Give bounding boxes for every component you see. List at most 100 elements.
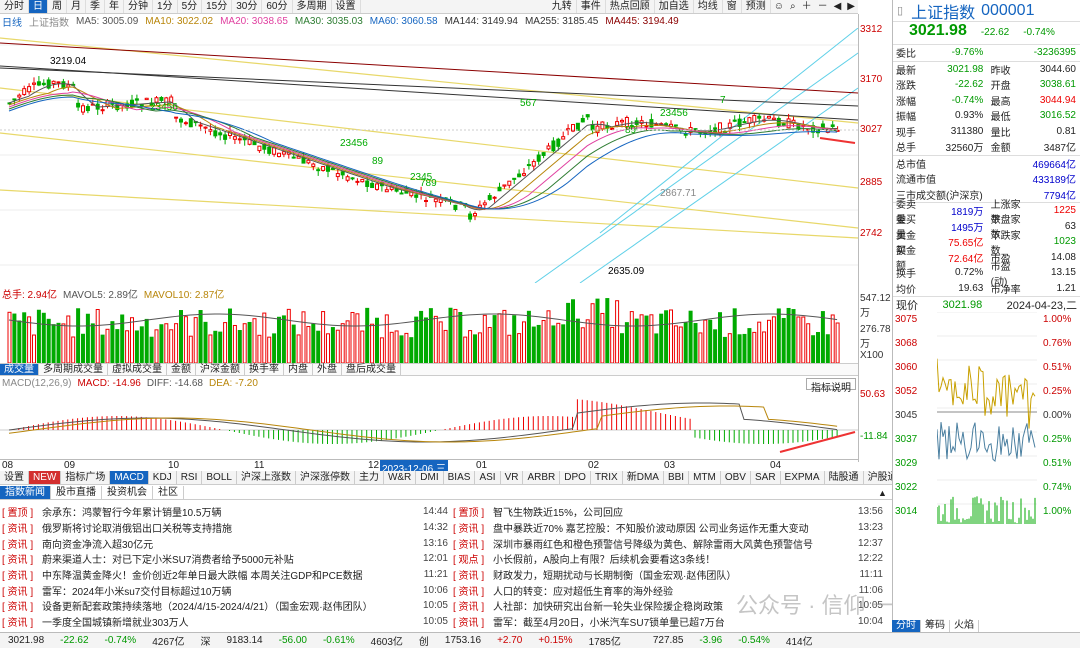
indicator-tab[interactable]: W&R (384, 471, 417, 484)
indicator-tab[interactable]: 新DMA (623, 471, 664, 484)
news-title[interactable]: 雷军：2024年小米su7交付目标超过10万辆 (42, 586, 232, 598)
period-tab[interactable]: 周 (48, 0, 67, 13)
macd-svg[interactable] (0, 390, 858, 459)
news-item[interactable]: [ 资讯 ] 蔚来渠道人士：对已下定小米SU7消费者给予5000元补贴 12:01 (2, 551, 448, 567)
news-tab[interactable]: 指数新闻 (0, 486, 51, 499)
indicator-tab[interactable]: BBI (664, 471, 690, 484)
news-item[interactable]: [ 资讯 ] 设备更新配套政策持续落地（2024/4/15-2024/4/21）（… (2, 598, 448, 614)
indicator-tab[interactable]: DMI (416, 471, 444, 484)
news-title[interactable]: 南向资金净流入超30亿元 (42, 539, 154, 551)
volume-tab[interactable]: 换手率 (245, 364, 284, 375)
toolbar-action-button[interactable]: 热点回顾 (606, 0, 655, 13)
intraday-svg[interactable] (937, 312, 1037, 524)
news-title[interactable]: 人社部：加快研究出台新一轮失业保险援企稳岗政策 (493, 602, 723, 614)
news-title[interactable]: 俄罗斯将讨论取消俄铝出口关税等支持措施 (42, 524, 232, 536)
period-tab[interactable]: 30分 (232, 0, 263, 13)
indicator-tab[interactable]: 主力 (355, 471, 384, 484)
period-tab[interactable]: 月 (67, 0, 86, 13)
period-tab[interactable]: 年 (105, 0, 124, 13)
news-item[interactable]: [ 资讯 ] 雷军：截至4月20日，小米汽车SU7锁单量已超7万台 10:04 (453, 614, 883, 630)
indicator-tab[interactable]: 沪股通 (864, 471, 892, 484)
news-title[interactable]: 人口的转变：应对超低生育率的海外经验 (493, 586, 673, 598)
news-title[interactable]: 智飞生物跌近15%，公司回应 (493, 508, 624, 520)
volume-tab[interactable]: 盘后成交量 (342, 364, 401, 375)
news-item[interactable]: [ 资讯 ] 俄罗斯将讨论取消俄铝出口关税等支持措施 14:32 (2, 520, 448, 536)
indicator-tab[interactable]: 设置 (0, 471, 29, 484)
toolbar-action-button[interactable]: 均线 (694, 0, 723, 13)
indicator-tab[interactable]: NEW (29, 471, 62, 484)
indicator-tab[interactable]: SAR (751, 471, 781, 484)
toolbar-action-button[interactable]: 九转 (548, 0, 577, 13)
period-tab[interactable]: 15分 (202, 0, 233, 13)
news-tab[interactable]: 社区 (153, 486, 184, 499)
candlestick-chart[interactable]: 3219.04 2635.09 2867.71 23456 89 23456 789 2345… (0, 27, 859, 284)
news-item[interactable]: [ 资讯 ] 人口的转变：应对超低生育率的海外经验 11:06 (453, 582, 883, 598)
indicator-tab[interactable]: 沪深涨停数 (296, 471, 355, 484)
toolbar-action-button[interactable]: 预测 (742, 0, 771, 13)
news-tab[interactable]: 股市直播 (51, 486, 102, 499)
toolbar-action-button[interactable]: 事件 (577, 0, 606, 13)
volume-tab[interactable]: 多周期成交量 (39, 364, 108, 375)
indicator-tab[interactable]: 指标广场 (61, 471, 111, 484)
news-tab[interactable]: 投资机会 (102, 486, 153, 499)
volume-tab[interactable]: 虚拟成交量 (108, 364, 167, 375)
period-tab[interactable]: 季 (86, 0, 105, 13)
kline-svg[interactable]: 3219.042635.092867.712345689234567892345… (0, 27, 859, 284)
macd-chart[interactable] (0, 390, 858, 459)
indicator-tab[interactable]: BIAS (444, 471, 476, 484)
news-title[interactable]: 设备更新配套政策持续落地（2024/4/15-2024/4/21）（国金宏观·赵… (42, 602, 373, 614)
mini-chart-tab[interactable]: 火焰 (950, 620, 979, 632)
toolbar-action-button[interactable]: 加自选 (655, 0, 694, 13)
indicator-tab[interactable]: 沪深上涨数 (237, 471, 296, 484)
news-item[interactable]: [ 资讯 ] 深圳市暴雨红色和橙色预警信号降级为黄色、解除雷雨大风黄色预警信号 12… (453, 535, 883, 551)
news-title[interactable]: 余承东：鸿蒙智行今年累计销量10.5万辆 (42, 508, 222, 520)
back-icon[interactable]: ▯ (897, 5, 904, 17)
search-icon[interactable]: ⌕ (789, 1, 796, 12)
volume-tab[interactable]: 沪深金额 (196, 364, 245, 375)
news-item[interactable]: [ 资讯 ] 财政发力，短期扰动与长期制衡（国金宏观·赵伟团队） 11:11 (453, 567, 883, 583)
news-title[interactable]: 盘中暴跌近70% 嘉艺控股：不知股价波动原因 公司业务运作无重大变动 (493, 524, 809, 536)
right-arrow-icon[interactable]: ▶ (847, 1, 855, 12)
indicator-tab[interactable]: KDJ (149, 471, 177, 484)
indicator-tab[interactable]: MTM (689, 471, 721, 484)
indicator-tab[interactable]: ARBR (523, 471, 561, 484)
volume-tab[interactable]: 金额 (167, 364, 196, 375)
news-item[interactable]: [ 资讯 ] 南向资金净流入超30亿元 13:16 (2, 535, 448, 551)
news-item[interactable]: [ 资讯 ] 人社部：加快研究出台新一轮失业保险援企稳岗政策 10:05 (453, 598, 883, 614)
left-arrow-icon[interactable]: ◀ (833, 1, 842, 12)
mini-chart-tab[interactable]: 分时 (892, 620, 921, 632)
indicator-tab[interactable]: TRIX (591, 471, 623, 484)
period-tab[interactable]: 5分 (178, 0, 203, 13)
indicator-tab[interactable]: OBV (721, 471, 751, 484)
indicator-tab[interactable]: VR (501, 471, 524, 484)
indicator-tab[interactable]: RSI (177, 471, 203, 484)
plus-icon[interactable]: ＋ (801, 1, 812, 12)
news-title[interactable]: 中东降温黄金降火！金价创近2年单日最大跌幅 本周关注GDP和PCE数据 (42, 571, 363, 583)
indicator-tab[interactable]: EXPMA (781, 471, 825, 484)
period-tab[interactable]: 60分 (262, 0, 293, 13)
indicator-tab[interactable]: ASI (475, 471, 501, 484)
news-title[interactable]: 深圳市暴雨红色和橙色预警信号降级为黄色、解除雷雨大风黄色预警信号 (493, 539, 813, 551)
news-title[interactable]: 小长假前，A股向上有限？后续机会要看这3条线！ (493, 555, 716, 567)
news-item[interactable]: [ 置顶 ] 余承东：鸿蒙智行今年累计销量10.5万辆 14:44 (2, 504, 448, 520)
volume-tab[interactable]: 内盘 (284, 364, 313, 375)
period-tab[interactable]: 分钟 (124, 0, 153, 13)
news-item[interactable]: [ 观点 ] 小长假前，A股向上有限？后续机会要看这3条线！ 12:22 (453, 551, 883, 567)
news-title[interactable]: 财政发力，短期扰动与长期制衡（国金宏观·赵伟团队） (493, 571, 737, 583)
period-tab[interactable]: 分时 (0, 0, 29, 13)
indicator-tab[interactable]: MACD (110, 471, 149, 484)
minus-icon[interactable]: － (817, 1, 828, 12)
indicator-tab[interactable]: DPO (560, 471, 591, 484)
intraday-mini-chart[interactable]: 3075 3068 3060 3052 3045 3037 3029 3022 3014 1.0… (893, 312, 1080, 524)
news-title[interactable]: 蔚来渠道人士：对已下定小米SU7消费者给予5000元补贴 (42, 555, 294, 567)
news-item[interactable]: [ 资讯 ] 盘中暴跌近70% 嘉艺控股：不知股价波动原因 公司业务运作无重大变动… (453, 520, 883, 536)
news-item[interactable]: [ 置顶 ] 智飞生物跌近15%，公司回应 13:56 (453, 504, 883, 520)
collapse-icon[interactable]: ▲ (878, 488, 887, 498)
volume-svg[interactable] (0, 298, 858, 364)
period-tab[interactable]: 设置 (332, 0, 361, 13)
indicator-help-button[interactable]: 指标说明 (806, 378, 856, 394)
volume-tab[interactable]: 成交量 (0, 364, 39, 375)
toolbar-action-button[interactable]: 窗 (723, 0, 742, 13)
period-tab[interactable]: 1分 (153, 0, 178, 13)
period-tab[interactable]: 日 (29, 0, 48, 13)
